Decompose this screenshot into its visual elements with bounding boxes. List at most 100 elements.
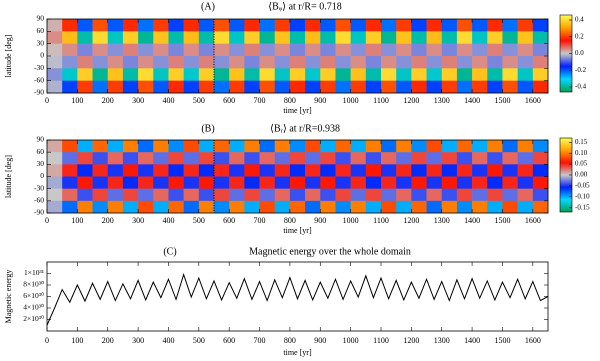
- y-tick-label: 8×10³⁰: [23, 280, 44, 289]
- heat-cell: [107, 200, 124, 214]
- heat-cell: [502, 164, 518, 177]
- heat-cell: [350, 140, 367, 153]
- heat-cell: [244, 152, 260, 165]
- heat-cell: [396, 200, 412, 214]
- heat-cell: [456, 80, 473, 94]
- heat-cell: [289, 176, 306, 189]
- heat-cell: [198, 140, 215, 153]
- heat-cell: [365, 68, 382, 81]
- x-tick-label: 100: [71, 336, 83, 345]
- x-tick-label: 400: [162, 336, 174, 345]
- heat-cell: [229, 43, 245, 57]
- heat-cell: [305, 164, 321, 177]
- heat-cell: [107, 140, 124, 153]
- heat-cell: [92, 43, 109, 57]
- colorbar-tick-label: 0.0: [575, 49, 584, 57]
- x-tick-label: 1000: [343, 216, 359, 225]
- heat-cell: [62, 152, 78, 165]
- heat-cell: [289, 43, 306, 57]
- heat-cell: [320, 31, 336, 44]
- heat-cell: [153, 31, 169, 44]
- heat-cell: [198, 176, 215, 189]
- y-axis-label: latitude [deg]: [4, 155, 13, 198]
- heat-cell: [183, 200, 200, 214]
- heat-cell: [365, 164, 382, 177]
- heat-cell: [229, 200, 245, 214]
- heat-cell: [153, 43, 169, 57]
- colorbar-tick-label: 0.4: [575, 16, 584, 24]
- heat-cell: [517, 19, 534, 32]
- heat-cell: [122, 176, 139, 189]
- heat-cell: [92, 19, 109, 32]
- heat-cell: [122, 19, 139, 32]
- heat-cell: [396, 68, 412, 81]
- heat-cell: [396, 43, 412, 57]
- heat-cell: [138, 68, 154, 81]
- heat-cell: [244, 200, 260, 214]
- heat-cell: [381, 68, 397, 81]
- colorbar-tick-label: 0.00: [575, 171, 588, 179]
- x-tick-label: 1400: [464, 216, 480, 225]
- heat-cell: [168, 31, 184, 44]
- heat-cell: [305, 188, 321, 202]
- x-tick-label: 200: [102, 216, 114, 225]
- heat-cell: [396, 176, 412, 189]
- heat-cell: [411, 43, 427, 57]
- colorbar-tick-label: 0.10: [575, 149, 588, 157]
- heat-cell: [198, 19, 215, 32]
- heat-cell: [532, 188, 549, 202]
- heat-cell: [274, 152, 291, 165]
- heat-cell: [411, 19, 427, 32]
- heat-cell: [532, 152, 549, 165]
- heat-cell: [107, 31, 124, 44]
- heat-cell: [426, 200, 443, 214]
- y-tick-label: 1×10³¹: [24, 268, 44, 277]
- heat-cell: [183, 56, 200, 69]
- heat-cell: [168, 176, 184, 189]
- heat-cell: [107, 164, 124, 177]
- heat-cell: [168, 68, 184, 81]
- heat-cell: [229, 80, 245, 94]
- x-tick-label: 600: [223, 336, 235, 345]
- heat-cell: [396, 56, 412, 69]
- heat-cell: [47, 152, 63, 165]
- heat-cell: [487, 140, 503, 153]
- heat-cell: [259, 56, 276, 69]
- heat-cell: [122, 140, 139, 153]
- y-tick-label: 90: [37, 135, 45, 144]
- heat-cell: [472, 31, 488, 44]
- y-tick-label: 2×10³⁰: [23, 314, 44, 323]
- heat-cell: [107, 188, 124, 202]
- heat-cell: [153, 152, 169, 165]
- heat-cell: [350, 19, 367, 32]
- heat-cell: [532, 164, 549, 177]
- x-tick-label: 1200: [403, 336, 419, 345]
- x-tick-label: 0: [45, 216, 49, 225]
- heat-cell: [305, 31, 321, 44]
- heat-cell: [122, 56, 139, 69]
- heat-cell: [411, 176, 427, 189]
- y-tick-label: 30: [37, 159, 45, 168]
- heat-cell: [153, 80, 169, 94]
- heat-cell: [229, 140, 245, 153]
- x-tick-label: 800: [284, 336, 296, 345]
- heat-cell: [77, 152, 93, 165]
- heat-cell: [47, 164, 63, 177]
- heat-cell: [350, 164, 367, 177]
- heat-cell: [122, 164, 139, 177]
- x-tick-label: 1300: [434, 96, 450, 105]
- heat-cell: [381, 140, 397, 153]
- heat-cell: [62, 140, 78, 153]
- heat-cell: [350, 31, 367, 44]
- heat-cell: [92, 140, 109, 153]
- heat-cell: [517, 188, 534, 202]
- x-tick-label: 1500: [494, 336, 510, 345]
- heat-cell: [532, 56, 549, 69]
- heat-cell: [365, 188, 382, 202]
- heat-cell: [472, 200, 488, 214]
- x-tick-label: 500: [193, 96, 205, 105]
- heat-cell: [198, 164, 215, 177]
- x-tick-label: 300: [132, 336, 144, 345]
- y-tick-label: 0: [40, 51, 44, 60]
- heat-cell: [259, 80, 276, 94]
